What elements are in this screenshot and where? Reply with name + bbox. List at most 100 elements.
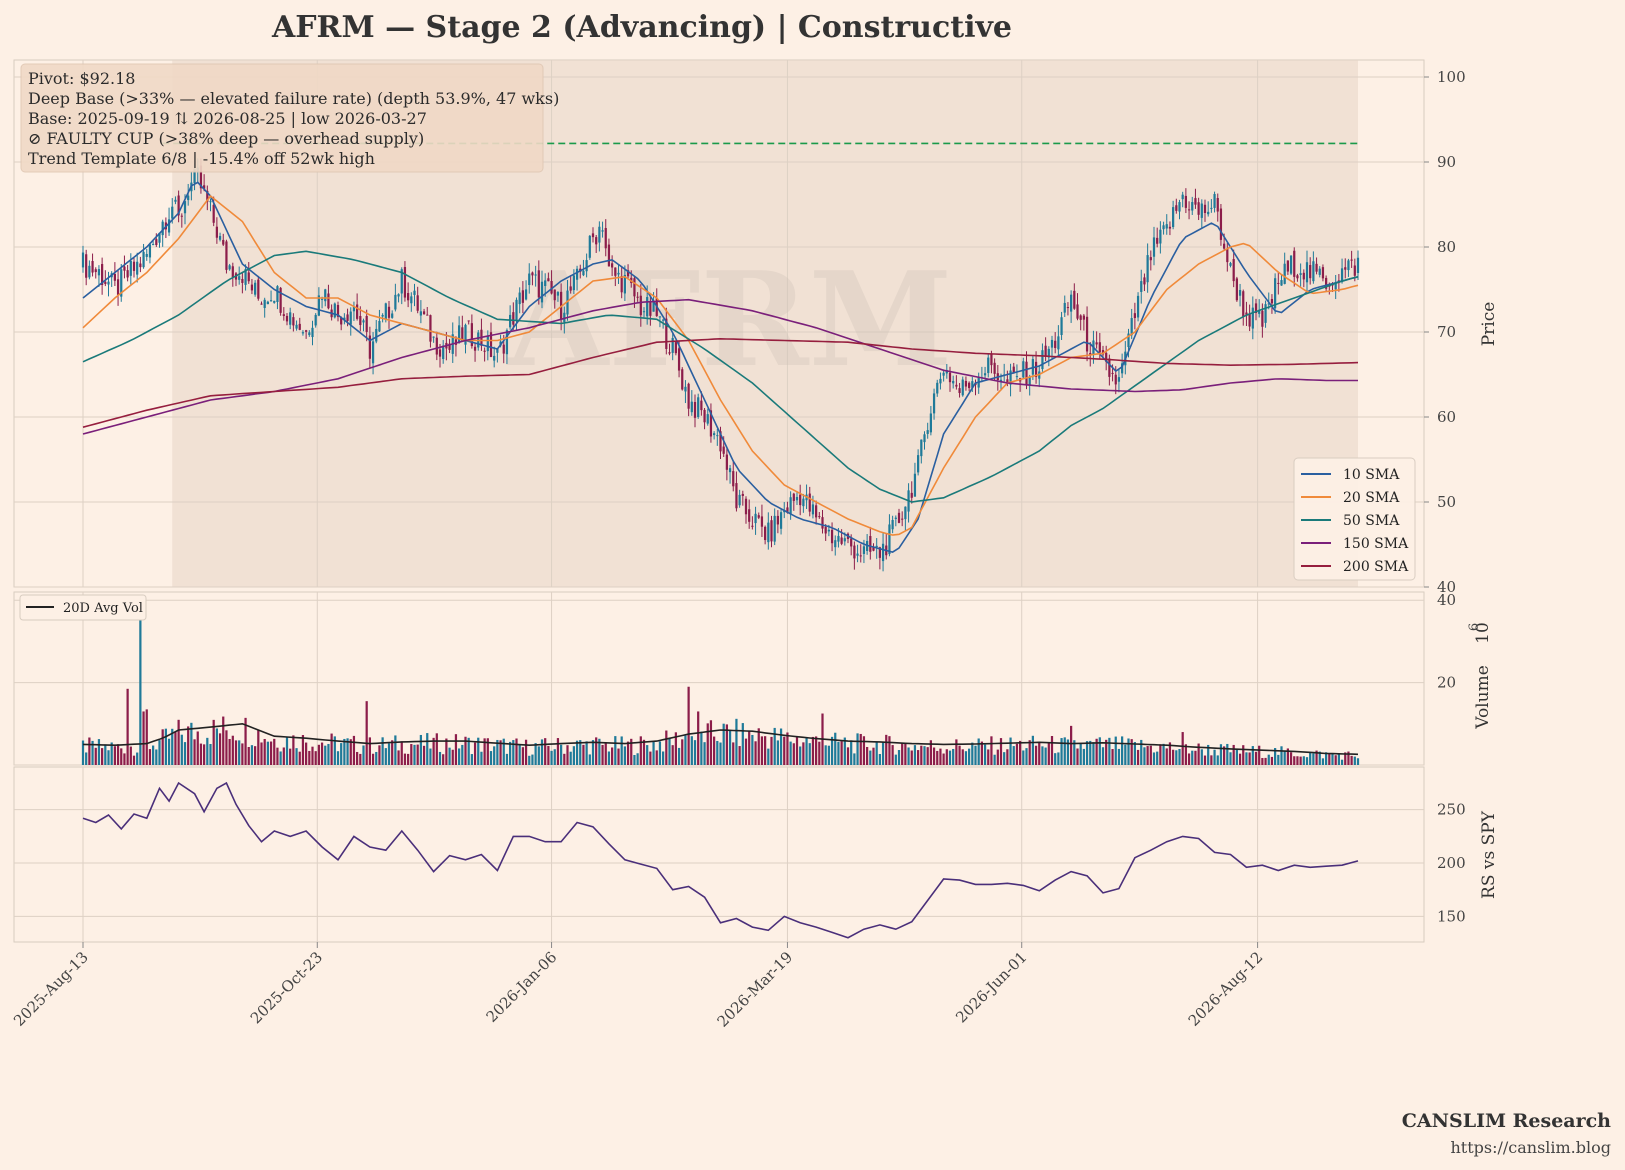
volume-bar bbox=[1003, 752, 1006, 765]
volume-bar bbox=[1130, 739, 1133, 765]
volume-bar bbox=[158, 740, 161, 765]
volume-bar bbox=[330, 733, 333, 765]
candle-body bbox=[327, 293, 330, 309]
candle-body bbox=[1181, 194, 1184, 200]
candle-body bbox=[607, 244, 611, 267]
candle-body bbox=[305, 330, 308, 332]
candle-body bbox=[713, 433, 716, 436]
volume-bar bbox=[397, 750, 400, 765]
candle-body bbox=[1066, 307, 1070, 309]
candle-body bbox=[394, 294, 397, 310]
volume-bar bbox=[403, 753, 407, 765]
volume-scale-base: 10 bbox=[1473, 622, 1493, 644]
candle-body bbox=[1041, 350, 1044, 370]
volume-bar bbox=[929, 740, 932, 765]
candle-body bbox=[534, 274, 537, 276]
candle-body bbox=[987, 357, 990, 374]
candle-body bbox=[926, 430, 929, 434]
candle-body bbox=[719, 431, 722, 452]
candle-body bbox=[1229, 263, 1232, 266]
volume-bar bbox=[1270, 756, 1274, 765]
volume-bar bbox=[894, 754, 897, 765]
candle-body bbox=[983, 373, 987, 376]
volume-bar bbox=[225, 730, 228, 765]
volume-bar bbox=[579, 740, 582, 765]
volume-bar bbox=[642, 739, 646, 765]
candle-body bbox=[668, 352, 671, 354]
volume-bar bbox=[1238, 753, 1242, 765]
volume-bar bbox=[939, 748, 942, 765]
volume-bar bbox=[735, 718, 738, 765]
candle-body bbox=[939, 378, 942, 384]
candle-body bbox=[152, 244, 155, 246]
candle-body bbox=[285, 315, 289, 322]
candle-body bbox=[891, 519, 894, 530]
candle-body bbox=[1242, 291, 1245, 317]
candle-body bbox=[416, 295, 419, 311]
volume-bar bbox=[1305, 757, 1309, 765]
candle-body bbox=[1321, 267, 1325, 279]
candle-body bbox=[572, 275, 575, 291]
volume-bar bbox=[674, 732, 677, 765]
volume-bar bbox=[203, 744, 206, 765]
candle-body bbox=[843, 538, 846, 542]
candle-body bbox=[681, 369, 684, 390]
volume-bar bbox=[368, 737, 371, 765]
candle-body bbox=[509, 314, 512, 328]
volume-bar bbox=[387, 743, 391, 765]
candle-body bbox=[1238, 289, 1242, 296]
candle-body bbox=[148, 244, 152, 258]
volume-bar bbox=[1219, 744, 1223, 765]
candle-body bbox=[1050, 339, 1054, 348]
candle-body bbox=[722, 446, 725, 454]
volume-bar bbox=[630, 738, 633, 765]
volume-bar bbox=[802, 742, 805, 765]
candle-body bbox=[247, 272, 250, 282]
candle-body bbox=[387, 306, 391, 318]
volume-bar bbox=[716, 740, 719, 765]
candle-body bbox=[486, 335, 489, 352]
candle-body bbox=[913, 473, 917, 497]
volume-bar bbox=[1207, 744, 1210, 765]
volume-bar bbox=[575, 740, 579, 765]
volume-bar bbox=[349, 739, 352, 765]
volume-bar bbox=[1172, 749, 1175, 765]
volume-bar bbox=[1127, 738, 1130, 765]
candle-body bbox=[1006, 379, 1009, 383]
volume-bar bbox=[289, 748, 292, 765]
volume-bar bbox=[1156, 751, 1159, 765]
volume-bar bbox=[1200, 749, 1203, 765]
candle-body bbox=[1210, 207, 1213, 209]
volume-bar bbox=[665, 730, 668, 765]
volume-bar bbox=[983, 744, 987, 765]
candle-body bbox=[964, 380, 968, 387]
volume-bar bbox=[524, 739, 528, 765]
volume-bar bbox=[776, 740, 779, 765]
candle-body bbox=[212, 204, 215, 223]
volume-bar bbox=[1356, 758, 1360, 765]
candle-body bbox=[120, 269, 123, 297]
candle-body bbox=[180, 215, 183, 217]
volume-bar bbox=[770, 736, 773, 765]
volume-bar bbox=[1197, 743, 1200, 765]
candle-body bbox=[1031, 359, 1034, 375]
volume-bar bbox=[1140, 739, 1143, 765]
volume-bar bbox=[1293, 756, 1296, 765]
volume-bar bbox=[1203, 755, 1207, 765]
volume-bar bbox=[620, 736, 623, 765]
candle-body bbox=[563, 312, 566, 323]
volume-bar bbox=[432, 737, 435, 765]
volume-bar bbox=[346, 738, 349, 765]
candle-body bbox=[94, 269, 97, 273]
volume-bar bbox=[971, 742, 974, 765]
candle-body bbox=[1044, 345, 1047, 357]
candle-body bbox=[993, 362, 996, 374]
candle-body bbox=[483, 350, 486, 352]
candle-body bbox=[611, 263, 614, 268]
candle-body bbox=[1034, 361, 1038, 378]
candle-body bbox=[869, 536, 872, 552]
volume-bar bbox=[209, 743, 212, 765]
volume-bar bbox=[161, 729, 164, 765]
volume-bar bbox=[496, 739, 499, 765]
date-tick-label: 2026-Aug-12 bbox=[1185, 948, 1267, 1030]
